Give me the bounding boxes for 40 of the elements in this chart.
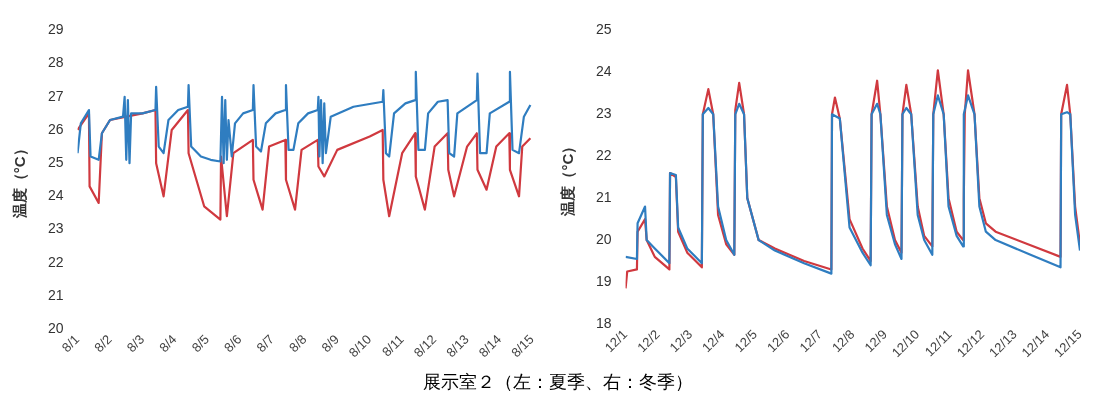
y-tick-label: 23 <box>47 220 64 237</box>
x-tick-label: 12/2 <box>634 326 663 356</box>
y-tick-label: 20 <box>47 319 64 336</box>
y-tick-label: 19 <box>595 272 612 289</box>
y-tick-label: 18 <box>595 314 612 331</box>
y-tick-label: 22 <box>47 253 64 270</box>
y-tick-label: 27 <box>47 87 64 104</box>
x-tick-label: 8/11 <box>378 331 407 360</box>
x-tick-label: 12/8 <box>828 326 858 356</box>
y-tick-label: 25 <box>47 154 64 171</box>
y-tick-label: 28 <box>47 54 64 71</box>
x-tick-label: 8/5 <box>188 331 213 356</box>
x-tick-label: 8/12 <box>410 331 440 361</box>
y-tick-label: 24 <box>595 63 612 80</box>
x-tick-label: 8/3 <box>123 331 148 356</box>
y-tick-label: 21 <box>47 286 64 303</box>
y-tick-label: 22 <box>595 147 612 164</box>
x-tick-label: 8/10 <box>345 331 375 361</box>
x-tick-label: 8/9 <box>318 331 342 356</box>
text: 展示室２（左：夏季、右：冬季） <box>422 370 694 394</box>
y-tick-label: 26 <box>47 120 64 137</box>
x-tick-label: 12/9 <box>861 326 890 356</box>
x-tick-label: 8/4 <box>156 331 180 356</box>
x-tick-label: 8/7 <box>253 331 277 356</box>
y-axis-title: 温度（°C） <box>11 141 29 220</box>
x-tick-label: 8/2 <box>91 331 115 356</box>
y-tick-label: 20 <box>595 230 612 247</box>
x-tick-label: 8/13 <box>443 331 472 361</box>
y-tick-label: 24 <box>47 187 64 204</box>
x-tick-label: 8/6 <box>221 331 245 356</box>
x-tick-label: 12/6 <box>764 326 793 356</box>
y-tick-label: 23 <box>595 105 612 122</box>
y-tick-label: 25 <box>595 21 612 38</box>
x-tick-label: 8/14 <box>475 331 505 361</box>
x-tick-label: 8/8 <box>286 331 310 356</box>
y-tick-label: 29 <box>47 21 64 38</box>
y-tick-label: 21 <box>595 189 612 206</box>
y-axis-title: 温度（°C） <box>559 138 577 217</box>
x-tick-label: 12/3 <box>666 326 696 356</box>
x-tick-label: 12/4 <box>699 326 728 356</box>
